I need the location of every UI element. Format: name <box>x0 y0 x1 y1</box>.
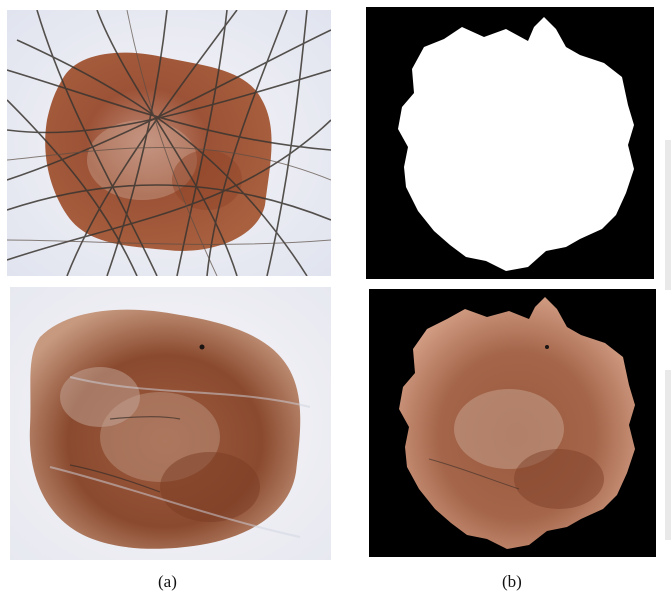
binary-mask-icon <box>366 7 654 279</box>
dermoscopy-image-hair-removed <box>10 287 331 560</box>
dermoscopy-clean-icon <box>10 287 331 560</box>
segmented-lesion-icon <box>369 289 656 557</box>
dermoscopy-hair-icon <box>7 10 331 276</box>
page-edge-shadow <box>665 140 671 290</box>
binary-lesion-mask <box>366 7 654 279</box>
page-edge-shadow <box>665 370 671 540</box>
caption-a: (a) <box>158 572 177 591</box>
caption-b: (b) <box>502 572 522 591</box>
segmented-lesion-on-black <box>369 289 656 557</box>
dermoscopy-image-with-hair <box>7 10 331 276</box>
